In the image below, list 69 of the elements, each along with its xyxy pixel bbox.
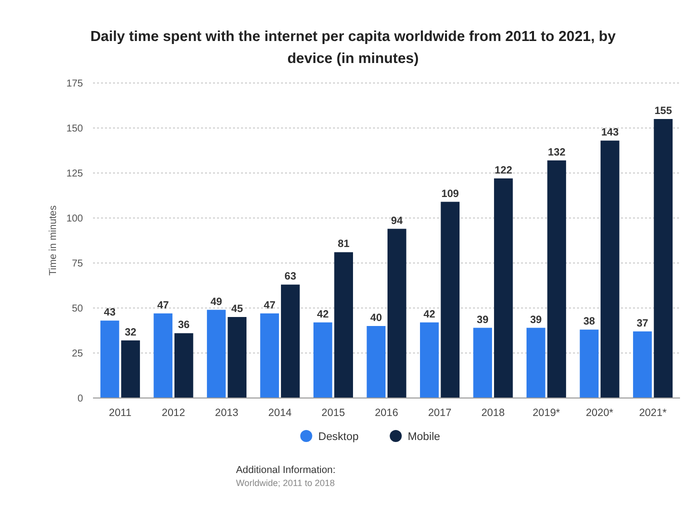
bar	[440, 202, 460, 398]
data-label: 42	[424, 308, 436, 320]
y-tick-label: 0	[77, 394, 84, 404]
bar	[633, 331, 652, 398]
bar	[313, 322, 332, 398]
y-axis-title: Time in minutes	[48, 205, 59, 276]
data-label: 109	[441, 188, 460, 200]
bar	[228, 317, 246, 398]
chart-title: Daily time spent with the internet per capita worldwide from 2011 to 2021, by device (in minutes)	[90, 29, 616, 67]
x-tick-label: 2019*	[532, 407, 560, 419]
x-tick-label: 2011	[108, 407, 132, 419]
x-tick-label: 2018	[481, 407, 505, 419]
bar	[388, 228, 406, 398]
data-label: 43	[104, 306, 116, 319]
x-tick-label: 2017	[428, 407, 452, 419]
y-tick-label: 75	[72, 258, 84, 270]
y-tick-label: 150	[66, 124, 84, 134]
bar	[547, 160, 566, 398]
bar	[280, 284, 300, 398]
x-tick-label: 2020*	[586, 407, 614, 419]
data-label: 40	[370, 312, 382, 324]
data-label: 37	[636, 317, 648, 330]
bar	[494, 178, 513, 398]
y-tick-label: 125	[66, 168, 84, 180]
bar	[473, 328, 492, 398]
bar	[121, 340, 140, 398]
y-tick-label: 175	[66, 78, 84, 90]
data-label: 63	[284, 270, 296, 283]
bar	[420, 322, 439, 398]
bar	[580, 330, 599, 398]
y-tick-label: 50	[72, 304, 84, 314]
data-label: 155	[654, 105, 672, 117]
data-label: 47	[264, 299, 276, 312]
data-label: 81	[338, 238, 350, 250]
y-tick-label: 100	[66, 214, 84, 224]
bar	[334, 252, 354, 398]
text: Worldwide; 2011 to 2018	[236, 478, 335, 488]
data-label: 39	[530, 314, 542, 326]
data-label: 122	[494, 164, 512, 176]
data-label: 94	[391, 214, 403, 227]
x-tick-label: 2021*	[639, 407, 667, 419]
x-tick-label: 2016	[374, 407, 398, 419]
data-label: 143	[601, 126, 619, 139]
x-tick-label: 2015	[322, 407, 346, 419]
bar	[154, 313, 172, 398]
bar	[174, 333, 194, 398]
data-label: 32	[124, 326, 137, 338]
bar	[654, 119, 673, 398]
bar	[100, 320, 120, 398]
x-tick-label: 2012	[162, 407, 186, 419]
legend-label: Mobile	[408, 431, 440, 443]
bar	[206, 310, 226, 398]
text: Additional Information:	[236, 465, 336, 476]
x-tick-label: 2014	[268, 407, 292, 419]
data-label: 45	[231, 303, 244, 315]
data-label: 36	[178, 319, 190, 332]
data-label: 39	[476, 314, 489, 326]
bar	[260, 313, 279, 398]
data-label: 42	[317, 308, 329, 320]
bar	[526, 328, 546, 398]
bar	[600, 140, 620, 398]
data-label: 47	[157, 299, 170, 312]
data-label: 49	[210, 296, 222, 308]
y-tick-label: 25	[72, 348, 84, 360]
data-label: 132	[548, 146, 566, 158]
legend-label: Desktop	[318, 431, 359, 443]
bar	[366, 326, 386, 398]
data-label: 38	[583, 316, 596, 328]
x-tick-label: 2013	[215, 407, 239, 419]
